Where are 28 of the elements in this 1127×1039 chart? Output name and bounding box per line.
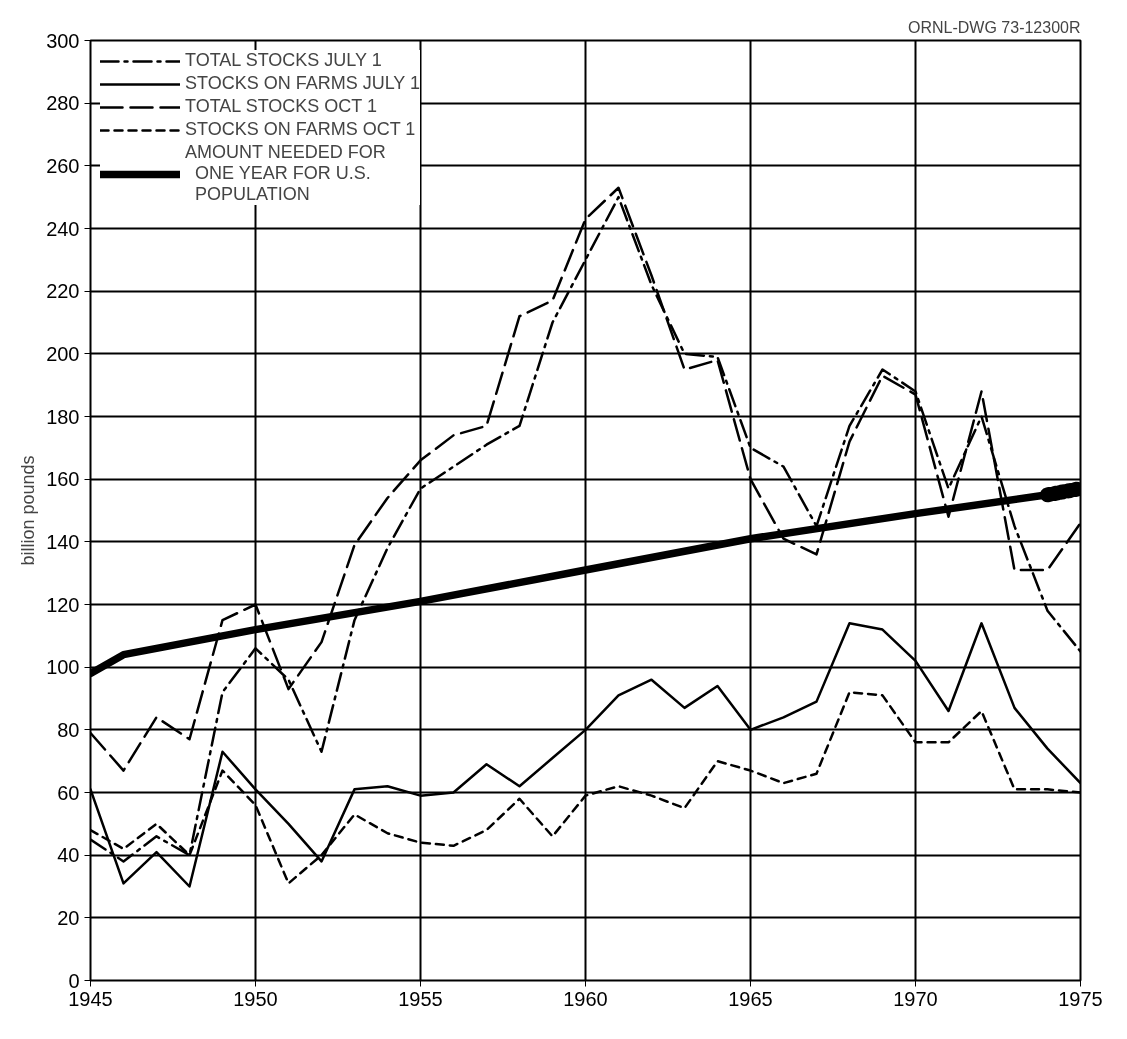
y-tick-label: 180 — [46, 405, 80, 428]
x-tick-label: 1960 — [563, 987, 608, 1010]
legend-label: STOCKS ON FARMS JULY 1 — [185, 73, 421, 94]
text: ORNL-DWG 73-12300R — [908, 18, 1081, 36]
y-tick-label: 260 — [46, 154, 80, 177]
x-tick-label: 1955 — [398, 987, 443, 1010]
y-tick-label: 80 — [57, 718, 80, 741]
x-tick-label: 1975 — [1058, 987, 1103, 1010]
y-tick-label: 300 — [46, 29, 80, 52]
y-tick-label: 20 — [57, 906, 80, 929]
y-tick-label: 40 — [57, 844, 80, 867]
legend-label: AMOUNT NEEDED FOR ONE YEAR FOR U.S. POPULATION — [185, 142, 386, 205]
x-tick-label: 1950 — [233, 987, 278, 1010]
y-tick-label: 140 — [46, 530, 80, 553]
legend-label: TOTAL STOCKS JULY 1 — [185, 50, 382, 71]
y-tick-label: 220 — [46, 280, 80, 303]
y-tick-label: 280 — [46, 92, 80, 115]
y-tick-label: 160 — [46, 468, 80, 491]
x-tick-label: 1970 — [893, 987, 938, 1010]
legend-label: TOTAL STOCKS OCT 1 — [185, 96, 378, 117]
y-tick-label: 200 — [46, 342, 80, 365]
x-tick-label: 1965 — [728, 987, 773, 1010]
y-tick-label: 60 — [57, 781, 80, 804]
y-tick-label: 240 — [46, 217, 80, 240]
y-tick-label: 100 — [46, 656, 80, 679]
legend-label: STOCKS ON FARMS OCT 1 — [185, 119, 416, 140]
y-tick-label: 120 — [46, 593, 80, 616]
y-axis-title: billion pounds — [18, 455, 39, 566]
